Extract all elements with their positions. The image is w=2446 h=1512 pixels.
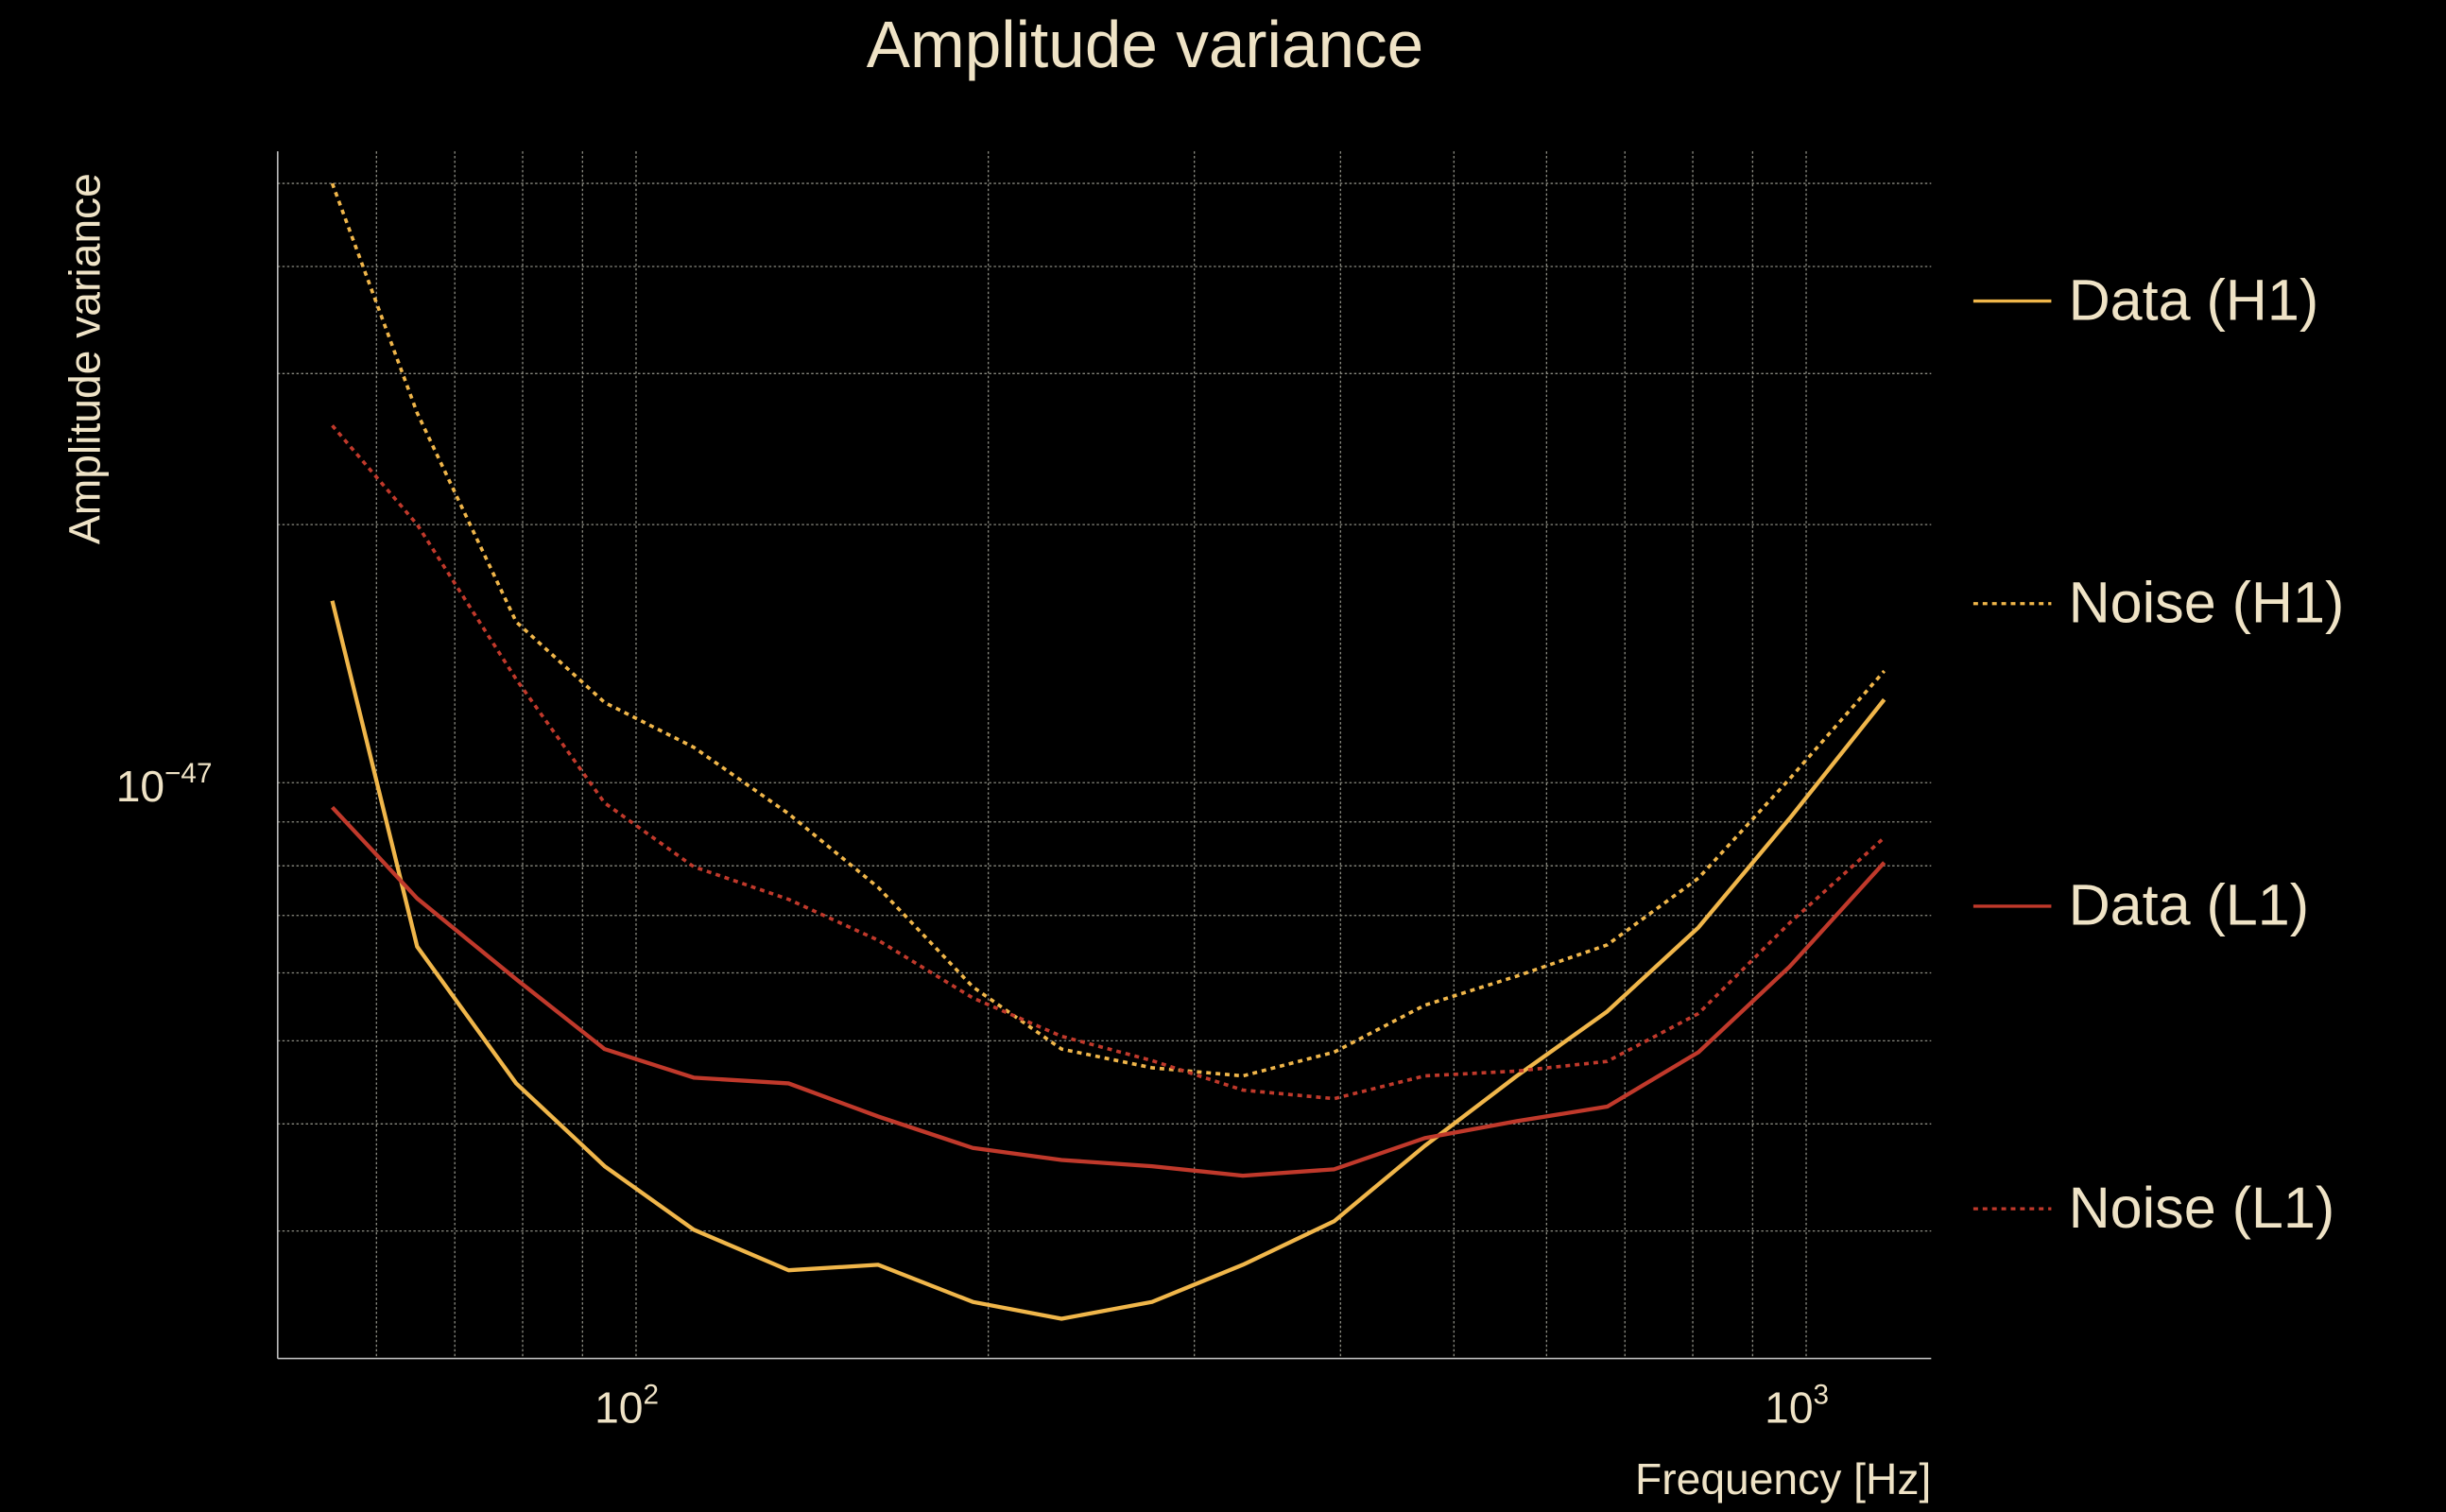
legend-label-noise-l1: Noise (L1) bbox=[2069, 1176, 2335, 1240]
tick-labels: 102 103 10−47 bbox=[116, 758, 1829, 1432]
series-line-noise-l1 bbox=[331, 424, 1886, 1101]
axes bbox=[276, 151, 1932, 1360]
legend: Data (H1) Noise (H1) Data (L1) Noise (L1) bbox=[1972, 267, 2345, 1240]
y-tick-label: 10−47 bbox=[116, 758, 213, 811]
series-lines bbox=[330, 182, 1886, 1321]
series-line-noise-h1 bbox=[330, 182, 1886, 1078]
series-line-data-l1 bbox=[330, 805, 1886, 1178]
x-tick-label: 102 bbox=[594, 1379, 659, 1432]
legend-label-noise-h1: Noise (H1) bbox=[2069, 571, 2345, 635]
grid bbox=[277, 151, 1932, 1359]
chart-title: Amplitude variance bbox=[867, 8, 1423, 81]
legend-label-data-h1: Data (H1) bbox=[2069, 267, 2319, 332]
legend-label-data-l1: Data (L1) bbox=[2069, 873, 2309, 937]
series-line-data-h1 bbox=[330, 600, 1886, 1321]
x-tick-label: 103 bbox=[1765, 1379, 1829, 1432]
y-axis-label: Amplitude variance bbox=[60, 173, 110, 544]
x-axis-label: Frequency [Hz] bbox=[1635, 1454, 1931, 1503]
